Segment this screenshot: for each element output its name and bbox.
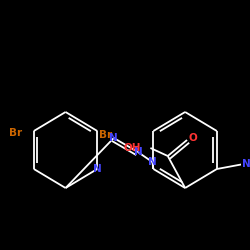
Text: O: O <box>188 133 197 143</box>
Text: N: N <box>148 157 157 167</box>
Text: N: N <box>134 147 142 157</box>
Text: N: N <box>110 133 118 143</box>
Text: N: N <box>93 164 102 174</box>
Text: Br: Br <box>9 128 22 138</box>
Text: N: N <box>242 159 250 169</box>
Text: OH: OH <box>123 143 141 153</box>
Text: Br: Br <box>99 130 112 140</box>
